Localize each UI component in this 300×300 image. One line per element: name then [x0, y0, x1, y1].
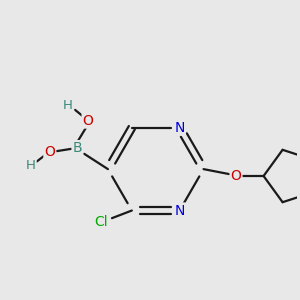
Text: O: O: [231, 169, 242, 183]
Text: Cl: Cl: [94, 215, 108, 229]
Text: N: N: [174, 121, 185, 135]
Text: B: B: [73, 141, 82, 155]
Text: H: H: [26, 159, 36, 172]
Text: O: O: [44, 145, 55, 159]
Text: H: H: [63, 99, 73, 112]
Text: O: O: [82, 114, 94, 128]
Text: N: N: [174, 203, 185, 218]
